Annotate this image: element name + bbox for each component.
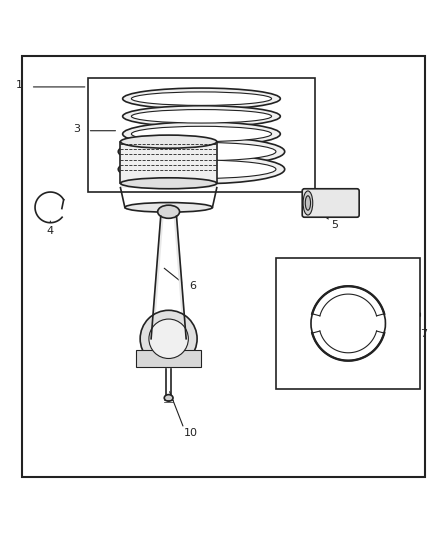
Circle shape	[311, 286, 385, 361]
Ellipse shape	[118, 137, 285, 166]
Bar	[276, 258, 420, 389]
Circle shape	[140, 310, 197, 367]
Ellipse shape	[123, 88, 280, 109]
Ellipse shape	[127, 142, 276, 161]
Bar	[120, 142, 217, 188]
Text: 6: 6	[189, 281, 196, 291]
Text: 4: 4	[47, 225, 54, 236]
Ellipse shape	[305, 196, 311, 210]
Ellipse shape	[164, 394, 173, 401]
Text: 10: 10	[184, 428, 198, 438]
Ellipse shape	[131, 126, 272, 142]
Ellipse shape	[120, 178, 217, 189]
Polygon shape	[151, 216, 163, 339]
Text: 1: 1	[16, 80, 23, 90]
Ellipse shape	[127, 160, 276, 179]
Ellipse shape	[125, 203, 212, 212]
Bar	[88, 78, 315, 192]
Text: 5: 5	[332, 220, 339, 230]
Ellipse shape	[158, 205, 180, 219]
Ellipse shape	[123, 106, 280, 127]
Ellipse shape	[303, 191, 313, 215]
Ellipse shape	[131, 92, 272, 106]
Ellipse shape	[131, 110, 272, 123]
FancyBboxPatch shape	[302, 189, 359, 217]
Bar	[136, 350, 201, 367]
Circle shape	[149, 319, 188, 359]
Ellipse shape	[123, 122, 280, 146]
Ellipse shape	[120, 135, 217, 148]
Ellipse shape	[118, 155, 285, 184]
Text: 3: 3	[73, 124, 80, 134]
Polygon shape	[174, 216, 186, 339]
Text: 7: 7	[420, 329, 427, 340]
